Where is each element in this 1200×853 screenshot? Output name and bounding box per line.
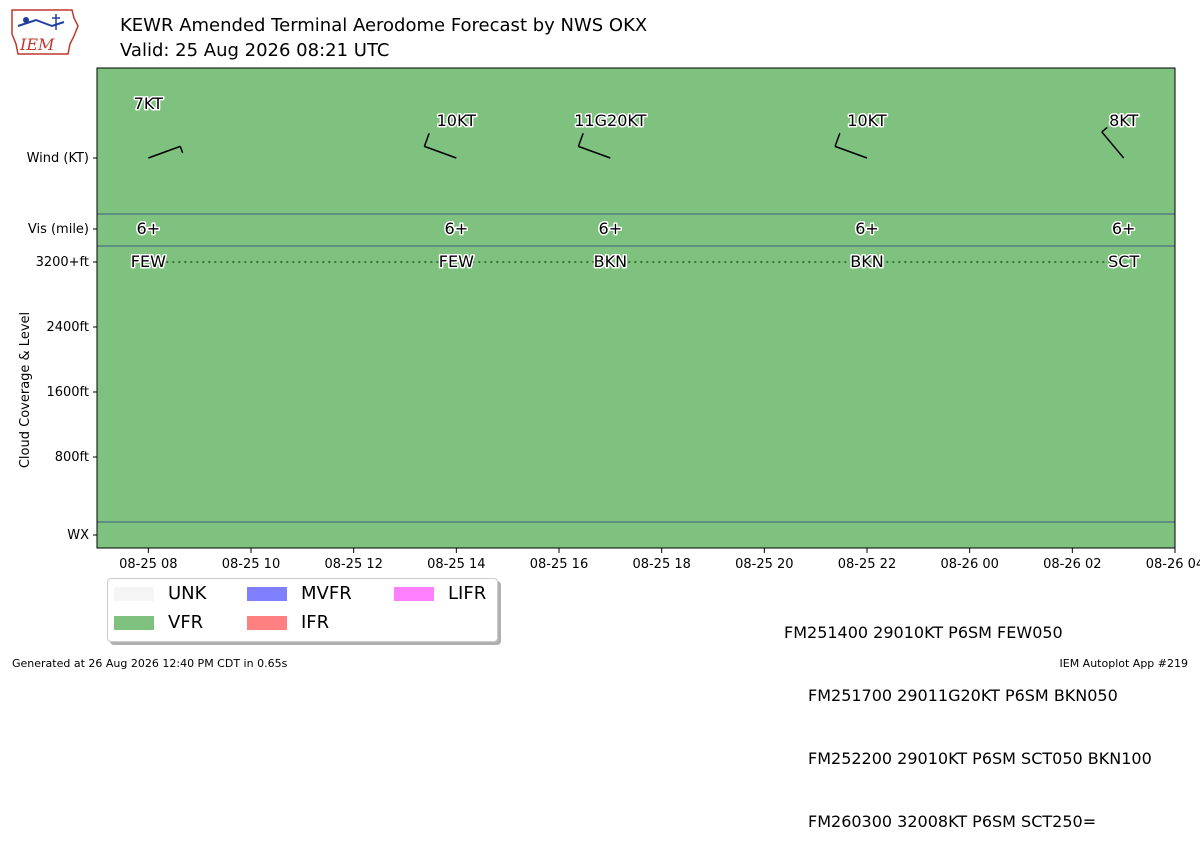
wind-label-2: 11G20KT: [574, 111, 646, 130]
legend-label-mvfr: MVFR: [301, 583, 352, 604]
taf-text: FM251400 29010KT P6SM FEW050 FM251700 29…: [784, 580, 1152, 853]
x-tick-label-7: 08-25 22: [838, 557, 896, 572]
legend-swatch-mvfr: [247, 586, 287, 601]
x-tick-label-9: 08-26 02: [1043, 557, 1101, 572]
legend-item-ifr: IFR: [247, 612, 329, 633]
y-label-wind: Wind (KT): [27, 151, 89, 166]
legend: UNK MVFR LIFR VFR IFR: [107, 578, 498, 642]
chart-title: KEWR Amended Terminal Aerodome Forecast …: [120, 13, 647, 63]
vis-label-0: 6+: [137, 219, 161, 238]
wind-label-4: 8KT: [1109, 111, 1138, 130]
title-line2: Valid: 25 Aug 2026 08:21 UTC: [120, 40, 390, 61]
x-tick-label-0: 08-25 08: [119, 557, 177, 572]
footer-app: IEM Autoplot App #219: [1059, 657, 1189, 670]
taf-chart: Wind (KT) Vis (mile) 3200+ft 2400ft 1600ft 80…: [18, 67, 1200, 572]
vis-label-2: 6+: [599, 219, 623, 238]
legend-swatch-lifr: [394, 586, 434, 601]
wind-label-0: 7KT: [134, 94, 163, 113]
x-tick-label-10: 08-26 04: [1146, 557, 1200, 572]
x-tick-label-3: 08-25 14: [427, 557, 485, 572]
legend-swatch-vfr: [114, 615, 154, 630]
x-tick-label-2: 08-25 12: [324, 557, 382, 572]
wind-barb-shaft-2: [578, 145, 611, 159]
x-tick-label-6: 08-25 20: [735, 557, 793, 572]
wind-barb-shaft-1: [424, 145, 457, 159]
cloud-label-2: BKN: [594, 252, 627, 271]
plot-background: [97, 68, 1175, 548]
wind-label-1: 10KT: [437, 111, 477, 130]
legend-label-lifr: LIFR: [448, 583, 487, 604]
footer-generated: Generated at 26 Aug 2026 12:40 PM CDT in…: [12, 657, 288, 670]
wind-barb-shaft-3: [834, 145, 868, 159]
wind-barb-feather-0: [179, 146, 184, 154]
y-tick-cloud-3: 800ft: [55, 450, 89, 465]
y-tick-cloud-2: 1600ft: [46, 385, 89, 400]
vis-label-1: 6+: [445, 219, 469, 238]
wind-barb-feather-3: [834, 132, 841, 147]
legend-swatch-ifr: [247, 615, 287, 630]
wind-label-3: 10KT: [847, 111, 887, 130]
cloud-label-3: BKN: [850, 252, 883, 271]
legend-item-unk: UNK: [114, 583, 206, 604]
cloud-label-0: FEW: [131, 252, 166, 271]
taf-line-1: FM251400 29010KT P6SM FEW050: [784, 623, 1063, 642]
legend-label-vfr: VFR: [168, 612, 204, 633]
y-tick-cloud-1: 2400ft: [46, 320, 89, 335]
y-tick-cloud-0: 3200+ft: [36, 255, 89, 270]
y-axis-label-cloud: Cloud Coverage & Level: [18, 312, 33, 468]
taf-line-4: FM260300 32008KT P6SM SCT250=: [808, 812, 1097, 831]
legend-label-ifr: IFR: [301, 612, 330, 633]
legend-label-unk: UNK: [168, 583, 207, 604]
plot-frame: [96, 67, 1176, 549]
legend-item-vfr: VFR: [114, 612, 203, 633]
cloud-label-4: SCT: [1108, 252, 1139, 271]
wind-barb-feather-2: [577, 132, 584, 147]
vis-label-4: 6+: [1112, 219, 1136, 238]
vis-label-3: 6+: [855, 219, 879, 238]
x-tick-label-1: 08-25 10: [222, 557, 280, 572]
cloud-label-1: FEW: [439, 252, 474, 271]
legend-item-lifr: LIFR: [394, 583, 486, 604]
wind-barb-feather-4: [1101, 126, 1108, 133]
logo-text: IEM: [19, 35, 55, 54]
x-tick-label-5: 08-25 18: [632, 557, 690, 572]
x-tick-label-4: 08-25 16: [530, 557, 588, 572]
y-label-wx: WX: [67, 528, 89, 543]
legend-swatch-unk: [114, 586, 154, 601]
x-tick-label-8: 08-26 00: [940, 557, 998, 572]
title-line1: KEWR Amended Terminal Aerodome Forecast …: [120, 15, 648, 36]
taf-line-3: FM252200 29010KT P6SM SCT050 BKN100: [808, 749, 1152, 768]
taf-line-2: FM251700 29011G20KT P6SM BKN050: [808, 686, 1118, 705]
wind-barb-feather-1: [423, 132, 430, 147]
legend-item-mvfr: MVFR: [247, 583, 352, 604]
wind-barb-shaft-4: [1101, 131, 1125, 159]
wind-barb-shaft-0: [148, 145, 181, 159]
iem-logo: IEM: [11, 9, 79, 55]
y-label-vis: Vis (mile): [28, 222, 89, 237]
